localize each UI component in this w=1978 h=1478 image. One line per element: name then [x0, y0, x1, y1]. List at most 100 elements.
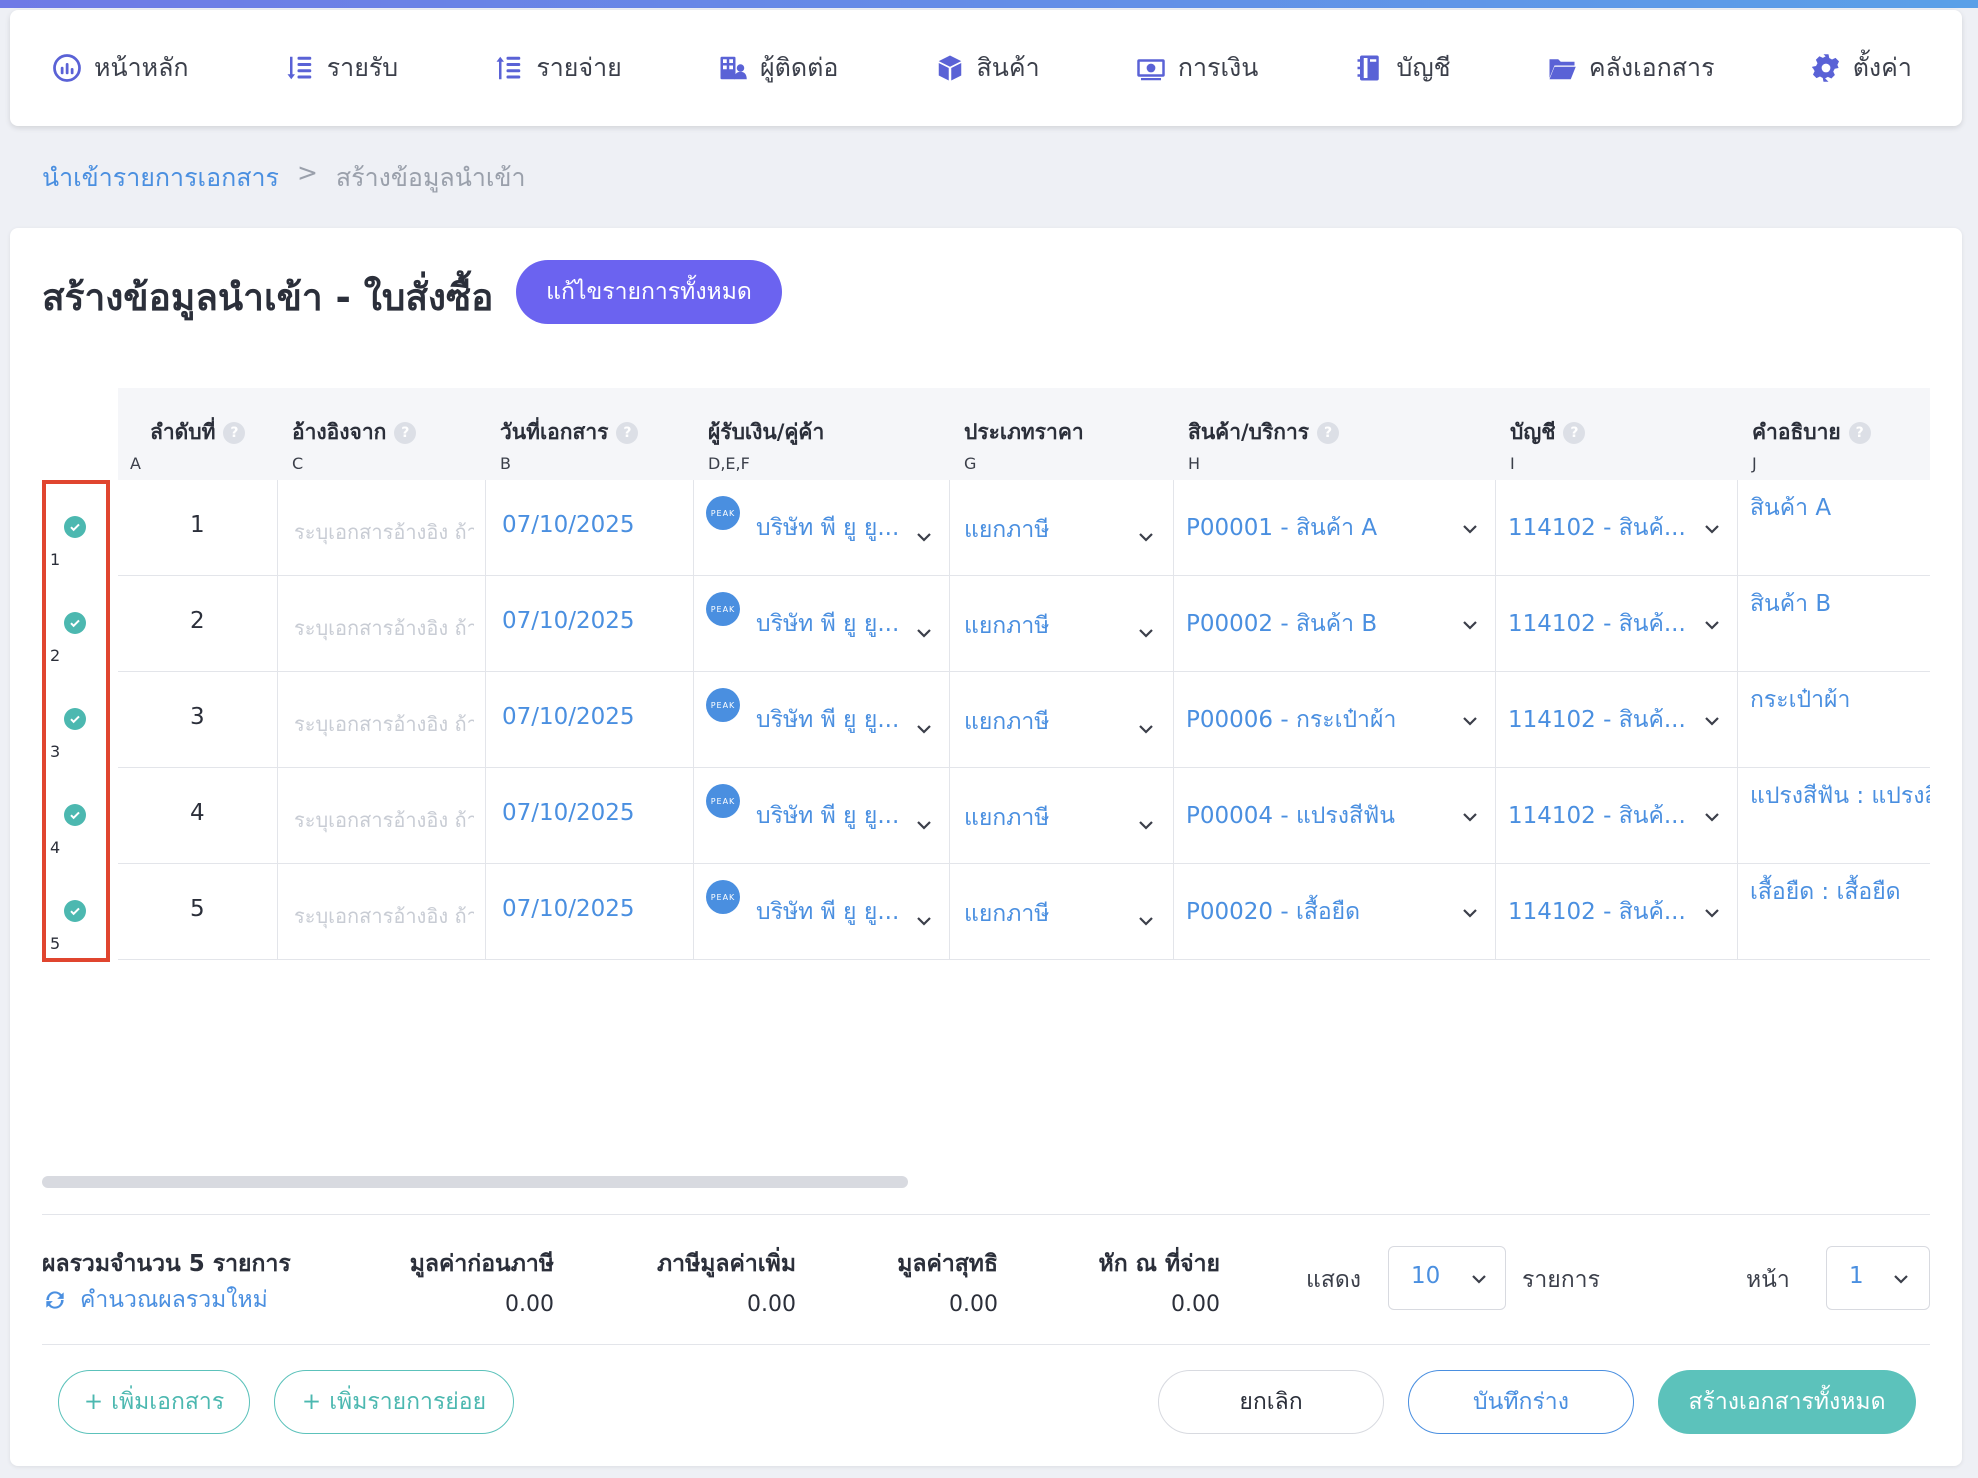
vendor-name[interactable]: บริษัท พี ยู ยู...	[756, 707, 898, 733]
cell-account[interactable]: 114102 - สินค้...	[1496, 576, 1738, 672]
account-name[interactable]: 114102 - สินค้...	[1508, 899, 1686, 925]
check-circle-icon[interactable]	[64, 612, 86, 634]
chevron-down-icon[interactable]	[1138, 628, 1154, 638]
check-circle-icon[interactable]	[64, 804, 86, 826]
cell-ref[interactable]: ระบุเอกสารอ้างอิง ถ้ามี	[278, 480, 486, 576]
vendor-name[interactable]: บริษัท พี ยู ยู...	[756, 515, 898, 541]
description-text[interactable]: เสื้อยืด : เสื้อยืด	[1750, 879, 1901, 905]
help-icon[interactable]: ?	[1317, 421, 1340, 444]
cancel-button[interactable]: ยกเลิก	[1158, 1370, 1384, 1434]
price-type[interactable]: แยกภาษี	[964, 517, 1050, 543]
help-icon[interactable]: ?	[394, 421, 417, 444]
nav-item-money[interactable]: การเงิน	[1136, 48, 1258, 88]
cell-description[interactable]: กระเป๋าผ้า	[1738, 672, 1930, 768]
product-name[interactable]: P00002 - สินค้า B	[1186, 611, 1378, 637]
account-name[interactable]: 114102 - สินค้...	[1508, 803, 1686, 829]
cell-vendor[interactable]: PEAK บริษัท พี ยู ยู...	[694, 672, 950, 768]
help-icon[interactable]: ?	[1563, 421, 1586, 444]
chevron-down-icon[interactable]	[1462, 620, 1478, 630]
price-type[interactable]: แยกภาษี	[964, 613, 1050, 639]
product-name[interactable]: P00006 - กระเป๋าผ้า	[1186, 707, 1397, 733]
check-circle-icon[interactable]	[64, 900, 86, 922]
vendor-name[interactable]: บริษัท พี ยู ยู...	[756, 611, 898, 637]
chevron-down-icon[interactable]	[916, 820, 932, 830]
nav-item-settings[interactable]: ตั้งค่า	[1811, 48, 1912, 88]
nav-item-dashboard[interactable]: หน้าหลัก	[52, 48, 189, 88]
chevron-down-icon[interactable]	[916, 532, 932, 542]
add-subitem-button[interactable]: + เพิ่มรายการย่อย	[274, 1370, 514, 1434]
cell-vendor[interactable]: PEAK บริษัท พี ยู ยู...	[694, 768, 950, 864]
account-name[interactable]: 114102 - สินค้...	[1508, 611, 1686, 637]
cell-ref[interactable]: ระบุเอกสารอ้างอิง ถ้ามี	[278, 672, 486, 768]
page-size-select[interactable]: 10	[1388, 1246, 1506, 1310]
description-text[interactable]: แปรงสีฟัน : แปรงสีฟัน	[1750, 783, 1930, 809]
chevron-down-icon[interactable]	[1704, 908, 1720, 918]
account-name[interactable]: 114102 - สินค้...	[1508, 515, 1686, 541]
create-all-button[interactable]: สร้างเอกสารทั้งหมด	[1658, 1370, 1916, 1434]
cell-ref[interactable]: ระบุเอกสารอ้างอิง ถ้ามี	[278, 576, 486, 672]
document-date[interactable]: 07/10/2025	[502, 800, 635, 826]
cell-account[interactable]: 114102 - สินค้...	[1496, 480, 1738, 576]
chevron-down-icon[interactable]	[1138, 820, 1154, 830]
cell-ref[interactable]: ระบุเอกสารอ้างอิง ถ้ามี	[278, 864, 486, 960]
price-type[interactable]: แยกภาษี	[964, 901, 1050, 927]
cell-product[interactable]: P00001 - สินค้า A	[1174, 480, 1496, 576]
cell-price-type[interactable]: แยกภาษี	[950, 576, 1174, 672]
chevron-down-icon[interactable]	[1704, 620, 1720, 630]
document-date[interactable]: 07/10/2025	[502, 704, 635, 730]
cell-product[interactable]: P00006 - กระเป๋าผ้า	[1174, 672, 1496, 768]
description-text[interactable]: สินค้า B	[1750, 591, 1832, 617]
cell-ref[interactable]: ระบุเอกสารอ้างอิง ถ้ามี	[278, 768, 486, 864]
recalculate-link[interactable]: คำนวณผลรวมใหม่	[42, 1282, 268, 1318]
breadcrumb-parent-link[interactable]: นำเข้ารายการเอกสาร	[42, 163, 279, 192]
cell-date[interactable]: 07/10/2025	[486, 576, 694, 672]
page-number-select[interactable]: 1	[1826, 1246, 1930, 1310]
cell-date[interactable]: 07/10/2025	[486, 480, 694, 576]
chevron-down-icon[interactable]	[1704, 812, 1720, 822]
cell-description[interactable]: สินค้า B	[1738, 576, 1930, 672]
help-icon[interactable]: ?	[616, 421, 639, 444]
cell-date[interactable]: 07/10/2025	[486, 672, 694, 768]
chevron-down-icon[interactable]	[1462, 716, 1478, 726]
vendor-name[interactable]: บริษัท พี ยู ยู...	[756, 899, 898, 925]
edit-all-button[interactable]: แก้ไขรายการทั้งหมด	[516, 260, 782, 324]
chevron-down-icon[interactable]	[916, 916, 932, 926]
add-document-button[interactable]: + เพิ่มเอกสาร	[58, 1370, 250, 1434]
nav-item-contacts[interactable]: ผู้ติดต่อ	[718, 48, 838, 88]
price-type[interactable]: แยกภาษี	[964, 805, 1050, 831]
nav-item-ledger[interactable]: บัญชี	[1355, 48, 1451, 88]
chevron-down-icon[interactable]	[1138, 724, 1154, 734]
price-type[interactable]: แยกภาษี	[964, 709, 1050, 735]
cell-account[interactable]: 114102 - สินค้...	[1496, 768, 1738, 864]
cell-price-type[interactable]: แยกภาษี	[950, 672, 1174, 768]
product-name[interactable]: P00020 - เสื้อยืด	[1186, 899, 1361, 925]
nav-item-product[interactable]: สินค้า	[935, 48, 1040, 88]
cell-date[interactable]: 07/10/2025	[486, 864, 694, 960]
cell-description[interactable]: แปรงสีฟัน : แปรงสีฟัน	[1738, 768, 1930, 864]
nav-item-documents[interactable]: คลังเอกสาร	[1547, 48, 1715, 88]
nav-item-income[interactable]: รายรับ	[285, 48, 398, 88]
chevron-down-icon[interactable]	[1138, 532, 1154, 542]
cell-vendor[interactable]: PEAK บริษัท พี ยู ยู...	[694, 576, 950, 672]
product-name[interactable]: P00004 - แปรงสีฟัน	[1186, 803, 1396, 829]
document-date[interactable]: 07/10/2025	[502, 608, 635, 634]
cell-description[interactable]: เสื้อยืด : เสื้อยืด	[1738, 864, 1930, 960]
reference-input[interactable]: ระบุเอกสารอ้างอิง ถ้ามี	[294, 520, 474, 544]
horizontal-scrollbar[interactable]	[42, 1176, 908, 1188]
document-date[interactable]: 07/10/2025	[502, 896, 635, 922]
cell-vendor[interactable]: PEAK บริษัท พี ยู ยู...	[694, 480, 950, 576]
reference-input[interactable]: ระบุเอกสารอ้างอิง ถ้ามี	[294, 712, 474, 736]
chevron-down-icon[interactable]	[916, 628, 932, 638]
chevron-down-icon[interactable]	[1704, 524, 1720, 534]
cell-description[interactable]: สินค้า A	[1738, 480, 1930, 576]
chevron-down-icon[interactable]	[1704, 716, 1720, 726]
chevron-down-icon[interactable]	[1462, 812, 1478, 822]
chevron-down-icon[interactable]	[916, 724, 932, 734]
help-icon[interactable]: ?	[1848, 421, 1871, 444]
chevron-down-icon[interactable]	[1462, 908, 1478, 918]
cell-price-type[interactable]: แยกภาษี	[950, 864, 1174, 960]
help-icon[interactable]: ?	[223, 421, 246, 444]
reference-input[interactable]: ระบุเอกสารอ้างอิง ถ้ามี	[294, 808, 474, 832]
vendor-name[interactable]: บริษัท พี ยู ยู...	[756, 803, 898, 829]
chevron-down-icon[interactable]	[1138, 916, 1154, 926]
